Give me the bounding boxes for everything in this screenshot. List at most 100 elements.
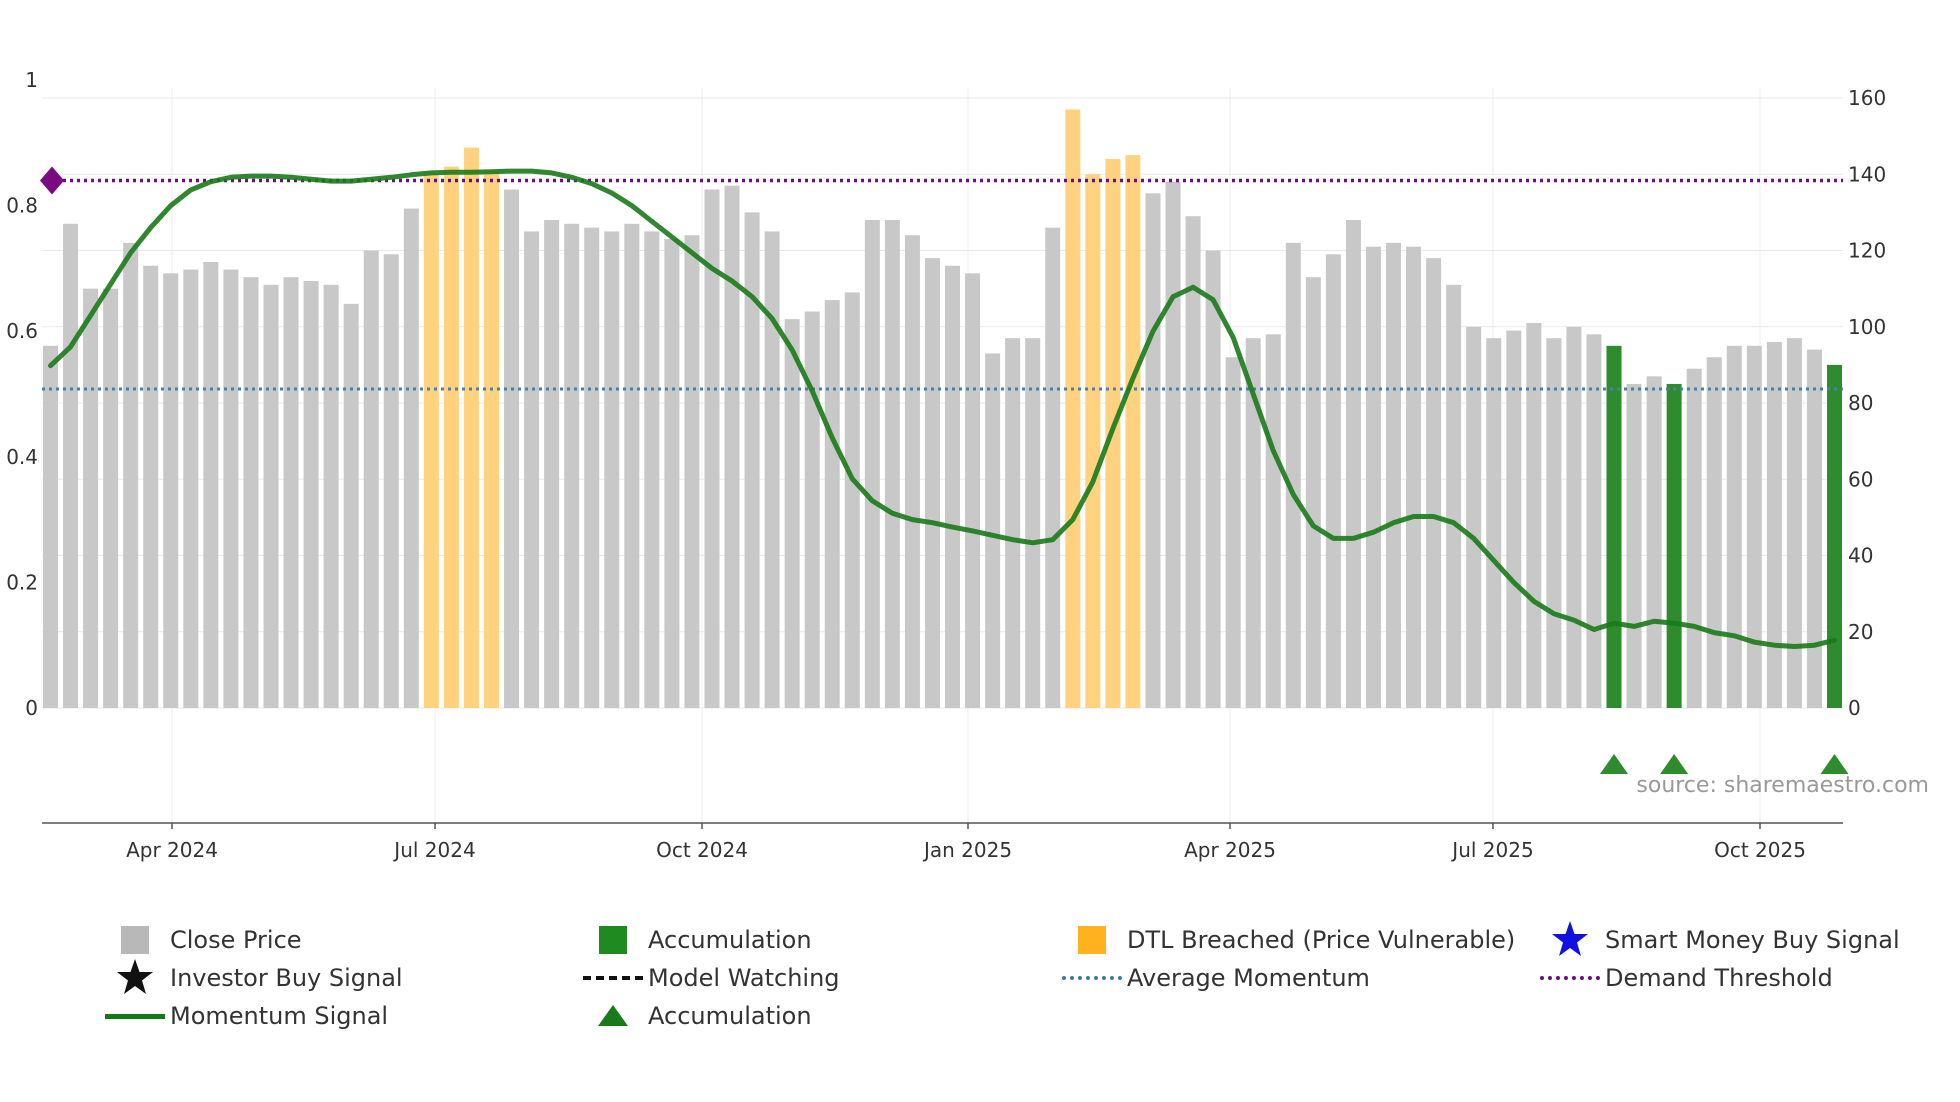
close-price-bar bbox=[1506, 330, 1522, 708]
y-left-tick-label: 0 bbox=[25, 696, 38, 720]
close-price-bar bbox=[784, 319, 800, 708]
close-price-bar bbox=[965, 273, 981, 708]
close-price-bar bbox=[744, 212, 760, 708]
close-price-bar bbox=[1546, 338, 1562, 708]
momentum-signal-line bbox=[48, 168, 1837, 649]
close-price-bar bbox=[764, 231, 780, 708]
close-price-bar bbox=[524, 231, 540, 708]
y-left-tick-label: 0.2 bbox=[6, 570, 38, 594]
close-price-bar bbox=[1125, 155, 1141, 708]
close-price-bar bbox=[724, 185, 740, 708]
close-price-bar bbox=[1265, 334, 1281, 708]
close-price-bar bbox=[363, 250, 379, 708]
close-price-bar bbox=[1285, 242, 1301, 708]
close-price-bar bbox=[283, 277, 299, 708]
y-right-tick-label: 160 bbox=[1848, 86, 1886, 110]
close-price-bar bbox=[103, 288, 119, 708]
close-price-bar bbox=[824, 300, 840, 708]
close-price-bar bbox=[985, 353, 1001, 708]
close-price-bar bbox=[123, 242, 139, 708]
y-right-tick-label: 120 bbox=[1848, 239, 1886, 263]
close-price-bar bbox=[43, 345, 58, 708]
x-tick-label: Apr 2024 bbox=[126, 838, 218, 862]
close-price-bar bbox=[504, 189, 520, 708]
close-price-bar bbox=[263, 284, 279, 708]
bars bbox=[43, 109, 1842, 708]
close-price-bar bbox=[1646, 376, 1662, 708]
close-price-bar bbox=[1085, 174, 1101, 708]
close-price-bar bbox=[1345, 220, 1361, 708]
close-price-bar bbox=[1706, 357, 1722, 708]
close-price-bar bbox=[163, 273, 179, 708]
close-price-bar bbox=[1065, 109, 1081, 708]
close-price-bar bbox=[243, 277, 259, 708]
x-tick-label: Oct 2024 bbox=[656, 838, 748, 862]
close-price-bar bbox=[924, 258, 940, 708]
close-price-bar bbox=[1526, 322, 1542, 708]
y-right-tick-label: 100 bbox=[1848, 315, 1886, 339]
close-price-bar bbox=[1365, 246, 1381, 708]
close-price-bar bbox=[323, 284, 339, 708]
close-price-bar bbox=[1406, 246, 1422, 708]
close-price-bar bbox=[83, 288, 99, 708]
close-price-bar bbox=[443, 166, 459, 708]
lines bbox=[40, 166, 1843, 649]
accumulation-triangle-marker bbox=[1820, 754, 1849, 774]
close-price-bar bbox=[1185, 216, 1201, 708]
close-price-bar bbox=[864, 220, 880, 708]
close-price-bar bbox=[1806, 349, 1822, 708]
close-price-bar bbox=[704, 189, 720, 708]
close-price-bar bbox=[303, 281, 319, 708]
close-price-bar bbox=[945, 265, 961, 708]
close-price-bar bbox=[1746, 345, 1762, 708]
close-price-bar bbox=[1145, 193, 1161, 708]
close-price-bar bbox=[1666, 383, 1682, 708]
close-price-bar bbox=[624, 223, 640, 708]
close-price-bar bbox=[1245, 338, 1261, 708]
close-price-bar bbox=[1626, 383, 1642, 708]
close-price-bar bbox=[1786, 338, 1802, 708]
close-price-bar bbox=[1586, 334, 1602, 708]
x-tick-label: Jul 2025 bbox=[1450, 838, 1533, 862]
close-price-bar bbox=[203, 261, 219, 708]
y-left-tick-label: 1 bbox=[25, 68, 38, 92]
y-right-tick-label: 0 bbox=[1848, 696, 1861, 720]
close-price-bar bbox=[1726, 345, 1742, 708]
y-right-tick-label: 20 bbox=[1848, 620, 1873, 644]
accumulation-triangle-marker bbox=[1660, 754, 1689, 774]
close-price-bar bbox=[904, 235, 920, 708]
close-price-bar bbox=[844, 292, 860, 708]
close-price-bar bbox=[1606, 345, 1622, 708]
close-price-bar bbox=[1325, 254, 1341, 708]
close-price-bar bbox=[1045, 227, 1061, 708]
close-price-bar bbox=[644, 231, 660, 708]
y-right-tick-label: 40 bbox=[1848, 544, 1873, 568]
close-price-bar bbox=[604, 231, 620, 708]
close-price-bar bbox=[1566, 326, 1582, 708]
close-price-bar bbox=[1205, 250, 1221, 708]
close-price-bar bbox=[223, 269, 239, 708]
x-tick-label: Oct 2025 bbox=[1714, 838, 1806, 862]
close-price-bar bbox=[1466, 326, 1482, 708]
close-price-bar bbox=[463, 147, 479, 708]
y-right-tick-label: 80 bbox=[1848, 391, 1873, 415]
close-price-bar bbox=[1686, 368, 1702, 708]
close-price-bar bbox=[1827, 364, 1842, 708]
close-price-bar bbox=[1165, 181, 1181, 708]
y-left-tick-label: 0.6 bbox=[6, 319, 38, 343]
close-price-bar bbox=[1426, 258, 1442, 708]
close-price-bar bbox=[1386, 242, 1402, 708]
close-price-bar bbox=[584, 227, 600, 708]
close-price-bar bbox=[1005, 338, 1021, 708]
close-price-bar bbox=[343, 303, 359, 708]
close-price-bar bbox=[1225, 357, 1241, 708]
close-price-bar bbox=[684, 235, 700, 708]
close-price-bar bbox=[1446, 284, 1462, 708]
close-price-bar bbox=[1305, 277, 1321, 708]
demand-threshold-diamond bbox=[40, 166, 64, 195]
close-price-bar bbox=[1025, 338, 1041, 708]
close-price-bar bbox=[483, 170, 499, 708]
x-tick-label: Apr 2025 bbox=[1184, 838, 1276, 862]
ticks: 0 0.2 0.4 0.6 0.8 1 0 20 40 60 80 100 120 140 160 Apr 2… bbox=[6, 68, 1886, 862]
